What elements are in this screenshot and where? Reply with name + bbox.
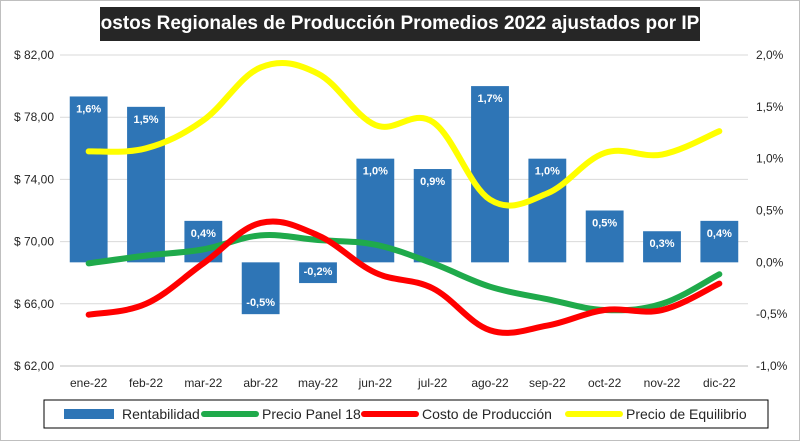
right-tick-label: 2,0%	[756, 48, 784, 62]
bar-oct-22	[585, 210, 624, 263]
bar-label: 0,4%	[707, 228, 732, 240]
bar-label: -0,5%	[246, 297, 275, 309]
bar-ene-22	[69, 96, 108, 263]
legend-label: Precio de Equilibrio	[626, 406, 747, 422]
x-tick-label: jun-22	[358, 376, 393, 390]
line-series	[85, 59, 723, 336]
bar-abr-22	[241, 262, 280, 315]
left-tick-label: $ 78,00	[14, 110, 54, 124]
bar-data-labels: 1,6% 1,5% 0,4% -0,5% -0,2% 1,0% 0,9% 1,7% 1,0% 0,…	[76, 93, 732, 309]
bar-sep-22	[528, 158, 567, 263]
bar-feb-22	[127, 106, 165, 263]
legend-label: Rentabilidad	[122, 406, 200, 422]
x-tick-label: nov-22	[644, 376, 681, 390]
bar-nov-22	[643, 231, 681, 263]
legend: Rentabilidad Precio Panel 18 Costo de Prod…	[43, 399, 769, 429]
left-tick-label: $ 70,00	[14, 235, 54, 249]
right-tick-label: 0,5%	[756, 204, 784, 218]
bar-may-22	[299, 262, 337, 284]
left-tick-label: $ 66,00	[14, 297, 54, 311]
line-costo-de-producci-n	[85, 218, 723, 336]
right-tick-label: 0,0%	[756, 255, 784, 269]
bar-label: 1,0%	[535, 166, 560, 178]
left-tick-label: $ 62,00	[14, 359, 54, 373]
bar-label: 1,7%	[477, 93, 502, 105]
right-tick-label: 1,5%	[756, 100, 784, 114]
bar-label: 0,3%	[649, 238, 674, 250]
legend-label: Costo de Producción	[422, 406, 552, 422]
left-tick-label: $ 74,00	[14, 172, 54, 186]
x-tick-label: feb-22	[129, 376, 163, 390]
chart-title-box: Costos Regionales de Producción Promedio…	[87, 7, 713, 41]
chart-title: Costos Regionales de Producción Promedio…	[86, 13, 714, 34]
bar-label: 1,6%	[76, 103, 101, 115]
line-precio-de-equilibrio	[85, 59, 723, 209]
x-tick-label: oct-22	[588, 376, 622, 390]
bar-dic-22	[700, 220, 739, 263]
x-tick-label: may-22	[298, 376, 338, 390]
legend-swatch	[64, 409, 114, 419]
bar-label: 1,0%	[363, 166, 388, 178]
right-tick-label: 1,0%	[756, 152, 784, 166]
x-tick-label: abr-22	[243, 376, 278, 390]
x-tick-label: ene-22	[70, 376, 108, 390]
left-tick-label: $ 82,00	[14, 48, 54, 62]
legend-label: Precio Panel 18	[262, 406, 361, 422]
bar-jul-22	[413, 169, 452, 263]
bar-label: 0,9%	[420, 176, 445, 188]
right-tick-label: -1,0%	[756, 359, 788, 373]
axes: $ 62,00 $ 66,00 $ 70,00 $ 74,00 $ 78,00 $ 82,…	[14, 48, 788, 390]
x-tick-label: mar-22	[184, 376, 222, 390]
x-tick-label: dic-22	[703, 376, 736, 390]
bar-label: -0,2%	[304, 266, 333, 278]
bar-ago-22	[471, 86, 509, 263]
bar-label: 0,4%	[191, 228, 216, 240]
bar-label: 1,5%	[133, 114, 158, 126]
right-tick-label: -0,5%	[756, 307, 788, 321]
x-tick-label: sep-22	[529, 376, 566, 390]
x-tick-label: jul-22	[417, 376, 448, 390]
x-tick-label: ago-22	[471, 376, 509, 390]
line-precio-panel-18	[85, 232, 723, 314]
bar-label: 0,5%	[592, 218, 617, 230]
